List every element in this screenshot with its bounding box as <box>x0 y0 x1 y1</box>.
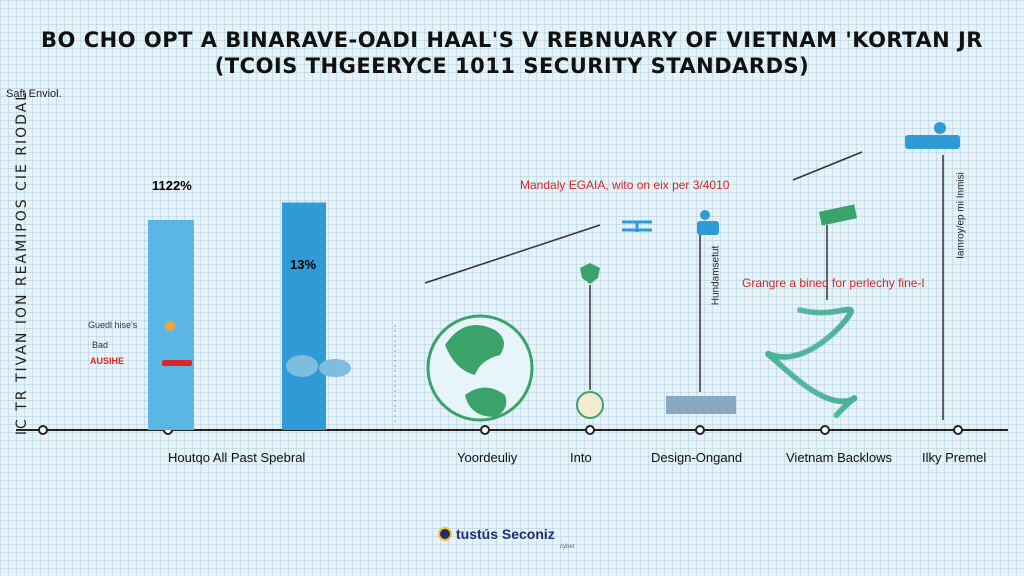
shield-icon <box>580 263 600 284</box>
x-tick-label: Yoordeuliy <box>457 450 518 465</box>
x-axis-marker <box>820 425 830 435</box>
logo-icon <box>438 527 452 541</box>
stamp-icon <box>576 391 604 419</box>
x-tick-label: Houtqo All Past Spebral <box>168 450 306 465</box>
team-icon <box>934 122 946 134</box>
bar <box>282 202 326 430</box>
globe-land <box>445 325 504 375</box>
vertical-annotation: Iamroy/ep mi Inmisi <box>955 172 967 259</box>
x-axis-marker <box>695 425 705 435</box>
key-icon <box>162 360 192 366</box>
red-annotation: Grangre a bined for perlechy fine-I <box>742 276 925 290</box>
x-axis-marker <box>953 425 963 435</box>
x-axis-marker <box>38 425 48 435</box>
x-tick-label: Design-Ongand <box>651 450 743 465</box>
x-tick-label: Vietnam Backlows <box>786 450 892 465</box>
people-icon <box>697 221 719 235</box>
x-tick-label: Ilky Premel <box>922 450 987 465</box>
y-axis-top-label: Saft Enviol. <box>6 88 62 100</box>
red-annotation: Mandaly EGAIA, wito on eix per 3/4010 <box>520 178 730 192</box>
map-dot <box>833 412 840 419</box>
elephant-icon <box>319 359 351 377</box>
vertical-annotation: Hundamsetut <box>710 245 722 306</box>
x-axis-marker <box>480 425 490 435</box>
building-icon <box>666 396 736 414</box>
data-label: 1122% <box>152 178 192 193</box>
logo-text: tustús Seconiz <box>456 526 555 542</box>
bulb-icon <box>165 321 175 331</box>
globe-land <box>465 387 507 417</box>
side-note: Bad <box>92 340 109 350</box>
x-axis-marker <box>585 425 595 435</box>
footer-logo: tustús Seconiz <box>438 526 555 542</box>
drone-icon <box>622 220 652 232</box>
chart-title: BO CHO OPT A BINARAVE-OADI HAAL'S V REBN… <box>41 28 983 52</box>
people-icon <box>700 210 710 220</box>
side-note: Guedl hise's <box>88 320 138 330</box>
elephant-icon <box>286 355 318 377</box>
chart-subtitle: (TCOIS THGEERYCE 1011 SECURITY STANDARDS… <box>214 54 810 78</box>
team-icon <box>905 135 960 149</box>
data-label: 13% <box>290 257 317 272</box>
signpost-icon <box>818 204 858 226</box>
trend-line <box>792 151 863 181</box>
logo-subtext: cyber <box>560 544 575 550</box>
x-tick-label: Into <box>570 450 592 465</box>
side-note: AUSIHE <box>90 356 125 366</box>
trend-line <box>424 224 601 284</box>
